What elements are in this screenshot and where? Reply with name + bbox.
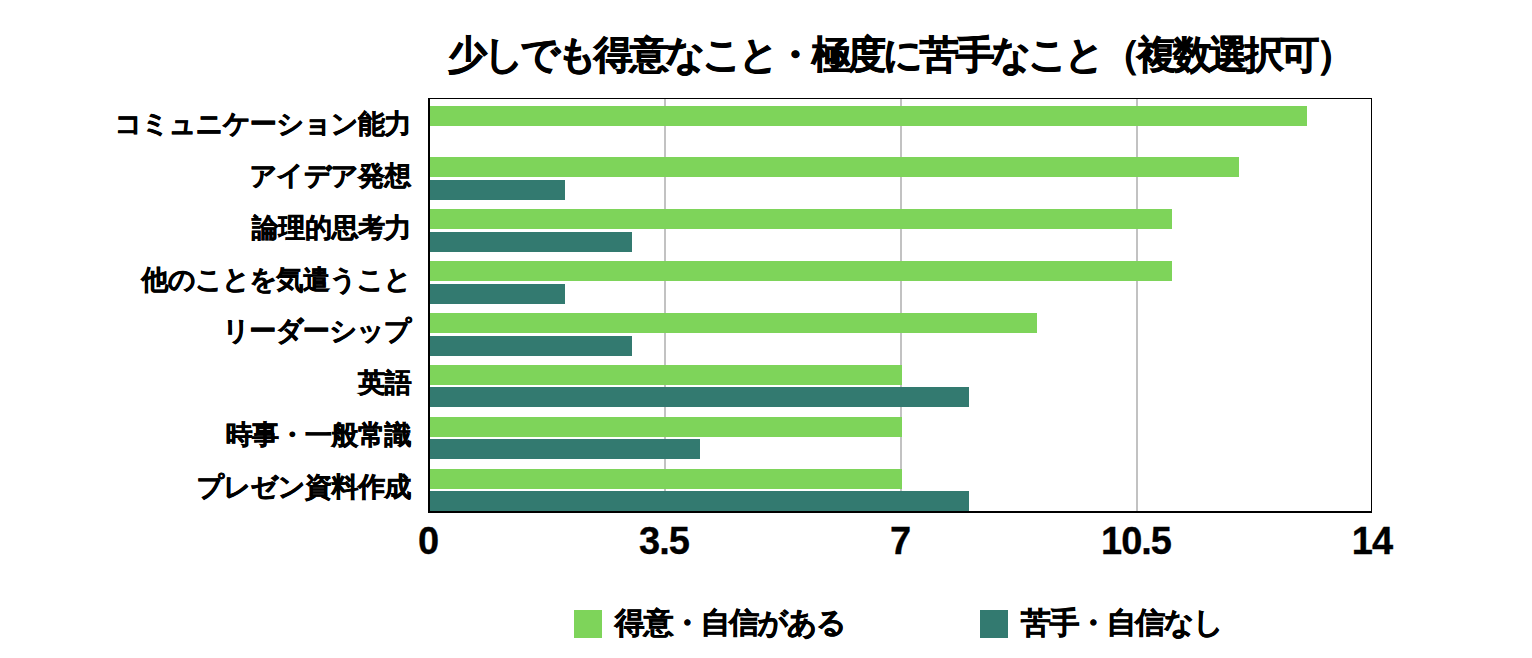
legend-label: 得意・自信がある: [615, 603, 845, 644]
category-label: 時事・一般常識: [0, 417, 411, 453]
bar-weak-6: [430, 439, 700, 459]
category-label: コミュニケーション能力: [0, 106, 411, 142]
bar-strong-6: [430, 417, 902, 437]
chart-title: 少しでも得意なこと・極度に苦手なこと（複数選択可）: [428, 28, 1372, 82]
category-label: 論理的思考力: [0, 210, 411, 246]
x-tick-label: 10.5: [1101, 520, 1171, 563]
x-tick-label: 0: [418, 520, 438, 563]
category-label: 他のことを気遣うこと: [0, 262, 411, 298]
bar-strong-7: [430, 469, 902, 489]
bar-strong-3: [430, 261, 1172, 281]
legend-item: 苦手・自信なし: [980, 603, 1222, 644]
bar-strong-5: [430, 365, 902, 385]
x-tick-label: 14: [1352, 520, 1392, 563]
category-label: 英語: [0, 365, 411, 401]
legend-item: 得意・自信がある: [574, 603, 845, 644]
legend-label: 苦手・自信なし: [1021, 603, 1222, 644]
bar-weak-3: [430, 284, 565, 304]
x-tick-label: 3.5: [639, 520, 689, 563]
bar-weak-1: [430, 180, 565, 200]
category-label: アイデア発想: [0, 158, 411, 194]
plot-area: [428, 98, 1372, 513]
legend-swatch: [574, 610, 602, 638]
bar-weak-2: [430, 232, 632, 252]
bar-weak-5: [430, 387, 969, 407]
category-label: リーダーシップ: [0, 313, 411, 349]
bar-strong-0: [430, 106, 1307, 126]
bar-weak-4: [430, 336, 632, 356]
bar-weak-7: [430, 491, 969, 511]
legend-swatch: [980, 610, 1008, 638]
category-label: プレゼン資料作成: [0, 469, 411, 505]
x-tick-label: 7: [890, 520, 910, 563]
bar-strong-1: [430, 157, 1239, 177]
bar-strong-2: [430, 209, 1172, 229]
bar-strong-4: [430, 313, 1037, 333]
